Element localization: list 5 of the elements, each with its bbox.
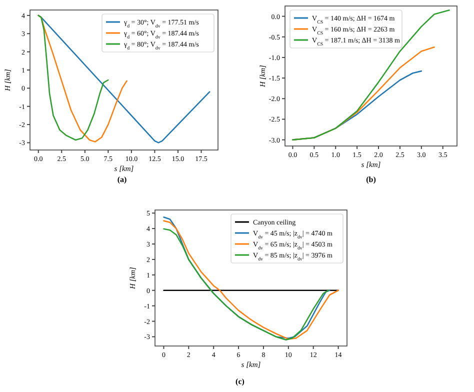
line-series [292, 9, 450, 140]
text: (c) [236, 377, 245, 386]
line-series [38, 14, 109, 141]
text: (b) [366, 175, 376, 184]
text: (a) [117, 175, 127, 184]
